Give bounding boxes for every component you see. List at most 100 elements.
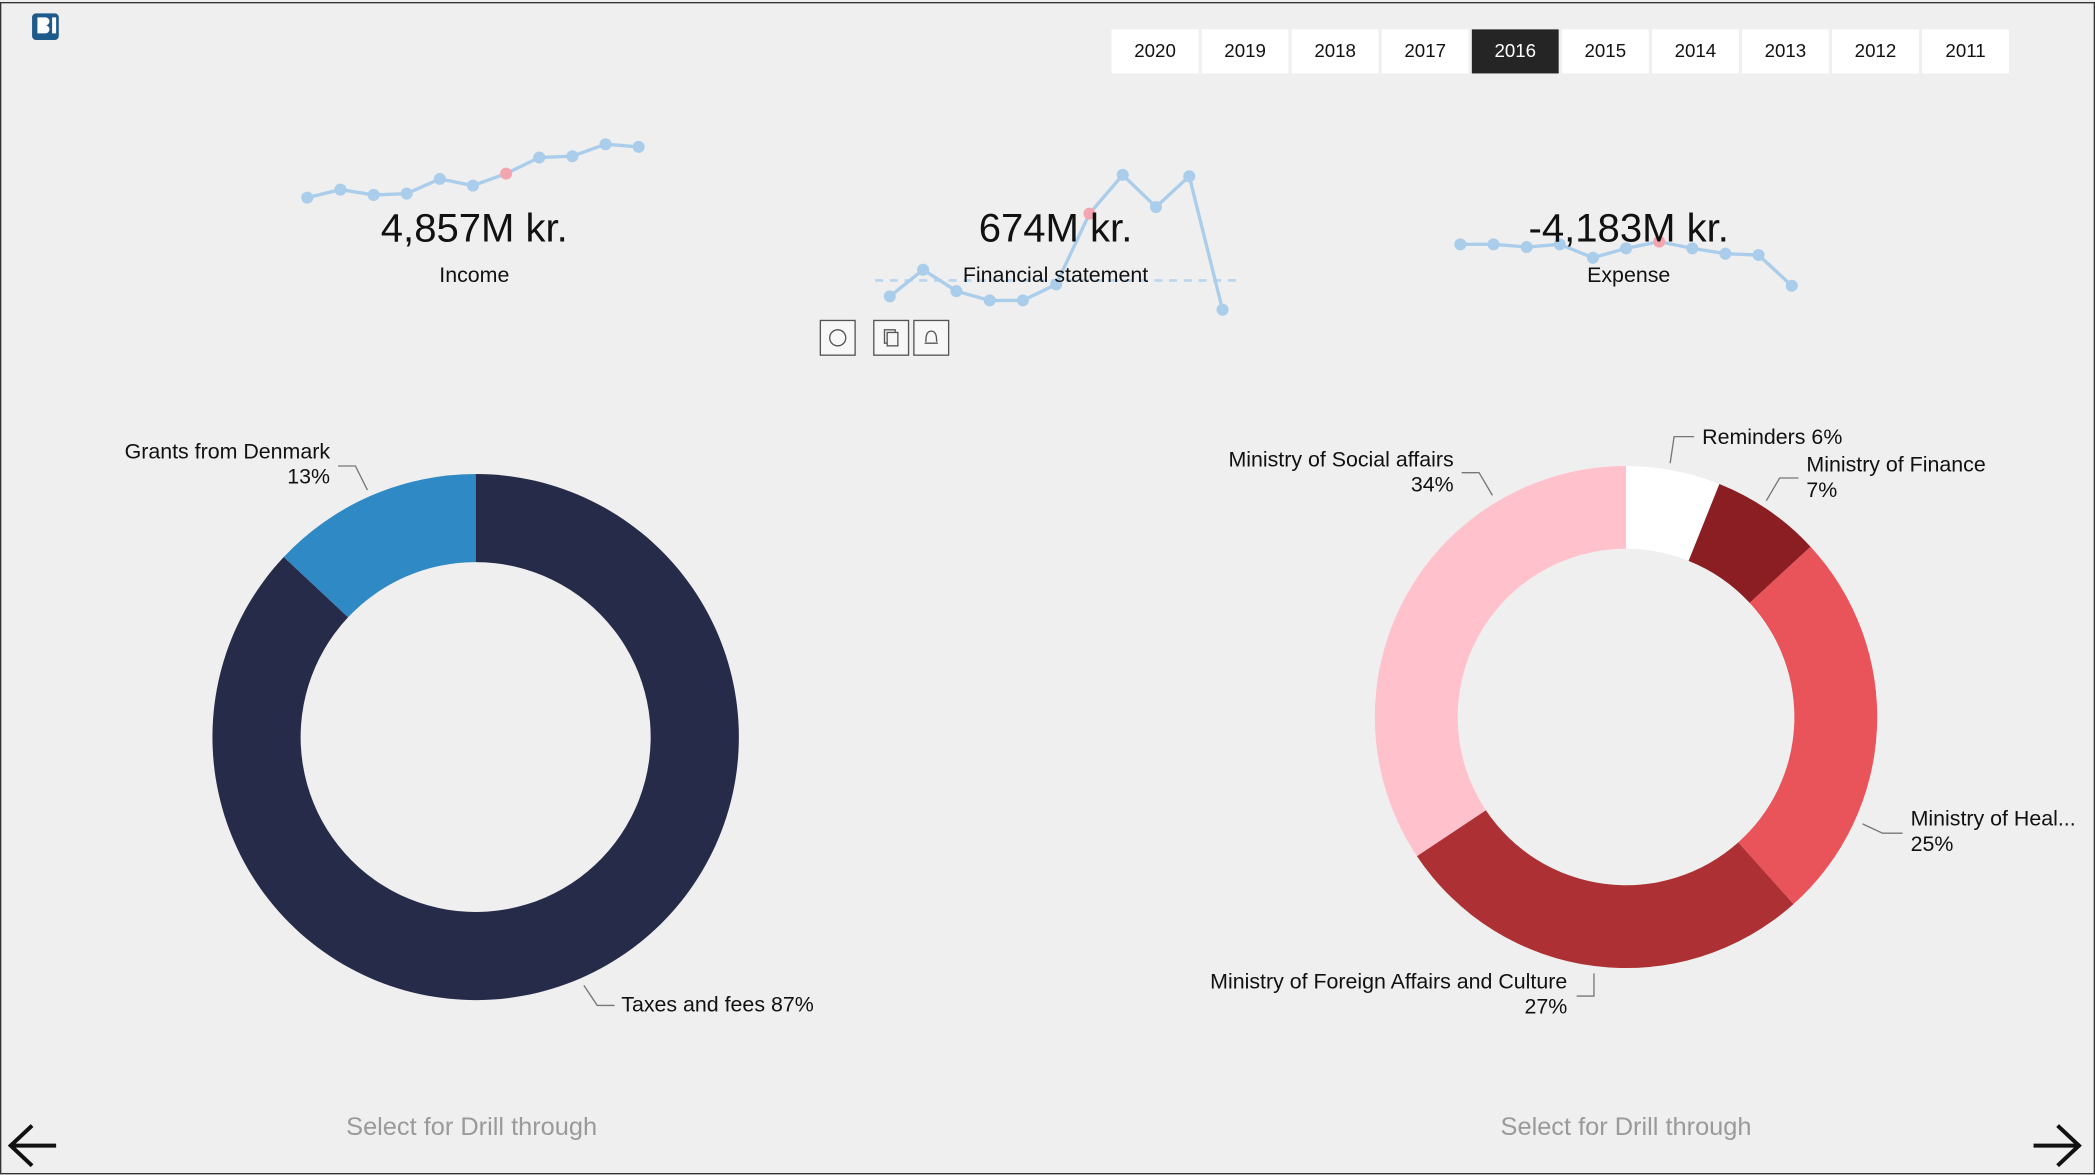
slice-label: Taxes and fees 87% bbox=[621, 992, 813, 1016]
sparkline-point bbox=[1785, 279, 1798, 292]
sparkline-point bbox=[983, 294, 996, 307]
slice-label: Reminders 6% bbox=[1702, 425, 1842, 449]
year-button[interactable] bbox=[1471, 29, 1559, 74]
donut-slice[interactable] bbox=[1374, 465, 1627, 857]
year-button[interactable] bbox=[1381, 29, 1469, 74]
donut-slice[interactable] bbox=[212, 474, 739, 1001]
year-label: 2018 bbox=[1314, 40, 1356, 61]
help-button[interactable] bbox=[819, 319, 856, 356]
donut-slice[interactable] bbox=[1688, 483, 1811, 603]
sparkline-point bbox=[1553, 238, 1566, 251]
sparkline-point bbox=[533, 151, 546, 164]
leader-line bbox=[1669, 435, 1695, 464]
sparkline-point bbox=[1016, 294, 1029, 307]
slice-value: 13% bbox=[287, 465, 330, 489]
sparkline-point bbox=[883, 290, 896, 303]
sparkline-point bbox=[1216, 303, 1229, 316]
year-button[interactable] bbox=[1291, 29, 1379, 74]
sparkline-point bbox=[1586, 251, 1599, 264]
slice-value: 6% bbox=[1811, 425, 1842, 449]
year-label: 2011 bbox=[1945, 40, 1985, 61]
donut-slice[interactable] bbox=[1738, 546, 1878, 905]
sparkline-point bbox=[1183, 170, 1196, 183]
slice-name: Ministry of Foreign Affairs and Culture bbox=[1210, 969, 1567, 993]
sparkline-point bbox=[367, 188, 380, 201]
drill-through-hint: Select for Drill through bbox=[1501, 1113, 1752, 1141]
next-arrow[interactable] bbox=[2033, 1124, 2082, 1168]
leader-line bbox=[1765, 477, 1799, 502]
sparkline-point bbox=[1520, 241, 1533, 254]
year-button[interactable] bbox=[1832, 29, 1919, 74]
year-label: 2016 bbox=[1494, 40, 1536, 61]
slice-value: 27% bbox=[1524, 995, 1567, 1019]
nav-arrows bbox=[7, 1124, 2082, 1168]
slice-name: Ministry of Finance bbox=[1806, 453, 1985, 477]
sparkline-point bbox=[1149, 200, 1163, 213]
year-button[interactable] bbox=[1651, 29, 1739, 74]
kpi-label: Financial statement bbox=[963, 263, 1148, 287]
sparkline-point bbox=[400, 187, 413, 200]
sparkline-point bbox=[1050, 278, 1063, 291]
year-label: 2015 bbox=[1585, 40, 1627, 61]
visual-toolbar bbox=[819, 319, 950, 356]
drill-through-hint: Select for Drill through bbox=[346, 1113, 597, 1141]
year-label: 2014 bbox=[1675, 40, 1717, 61]
slice-name: Taxes and fees bbox=[621, 992, 765, 1016]
sparkline-point bbox=[1719, 247, 1732, 260]
sparkline-point bbox=[334, 183, 347, 196]
donut-slice[interactable] bbox=[1416, 810, 1794, 969]
slice-value: 7% bbox=[1806, 478, 1837, 502]
slice-value: 25% bbox=[1911, 832, 1954, 856]
sparkline-point bbox=[500, 167, 513, 180]
sparkline-point bbox=[1487, 238, 1500, 251]
kpi-label: Income bbox=[439, 263, 509, 287]
sparkline-point bbox=[1686, 242, 1699, 255]
kpi-value: -4,183M kr. bbox=[1529, 207, 1729, 251]
year-label: 2012 bbox=[1855, 40, 1897, 61]
leader-line bbox=[1862, 823, 1903, 834]
year-button[interactable] bbox=[1201, 29, 1289, 74]
sparkline-point bbox=[1653, 235, 1666, 248]
leader-line bbox=[1576, 973, 1595, 997]
sparkline-point bbox=[433, 172, 446, 185]
sparkline-point bbox=[632, 140, 645, 153]
donut-slice[interactable] bbox=[1626, 465, 1720, 561]
sparkline-point bbox=[1083, 207, 1096, 220]
year-label: 2017 bbox=[1404, 40, 1446, 61]
slice-value: 87% bbox=[771, 992, 814, 1016]
year-label: 2013 bbox=[1765, 40, 1807, 61]
sparkline-point bbox=[1620, 242, 1633, 255]
leader-line bbox=[583, 985, 615, 1007]
back-arrow[interactable] bbox=[7, 1124, 57, 1168]
year-button[interactable] bbox=[1561, 29, 1649, 74]
leader-line bbox=[338, 465, 369, 491]
slice-name: Ministry of Social affairs bbox=[1228, 447, 1453, 471]
donut-slice[interactable] bbox=[283, 474, 476, 618]
sparkline-point bbox=[566, 150, 579, 163]
sparkline-point bbox=[599, 138, 612, 151]
slice-name: Grants from Denmark bbox=[125, 439, 331, 463]
slice-name: Reminders bbox=[1702, 425, 1805, 449]
year-button[interactable] bbox=[1922, 29, 2009, 74]
kpi-value: 4,857M kr. bbox=[381, 207, 568, 251]
sparkline-point bbox=[917, 263, 930, 276]
year-label: 2020 bbox=[1134, 40, 1176, 61]
alert-button[interactable] bbox=[913, 319, 950, 356]
year-button[interactable] bbox=[1742, 29, 1829, 74]
sparkline-point bbox=[950, 285, 963, 298]
sparkline-point bbox=[1116, 168, 1129, 181]
sparkline-point bbox=[1752, 249, 1765, 262]
kpi-label: Expense bbox=[1587, 263, 1670, 287]
sparkline-point bbox=[466, 179, 479, 192]
year-label: 2019 bbox=[1224, 40, 1266, 61]
sparkline-point bbox=[301, 191, 314, 204]
slice-name: Ministry of Heal... bbox=[1911, 806, 2076, 830]
year-button[interactable] bbox=[1111, 29, 1199, 74]
kpi-value: 674M kr. bbox=[979, 207, 1133, 251]
leader-line bbox=[1461, 472, 1493, 496]
sparkline-point bbox=[1454, 238, 1467, 251]
slice-value: 34% bbox=[1411, 473, 1454, 497]
logo bbox=[32, 13, 59, 41]
